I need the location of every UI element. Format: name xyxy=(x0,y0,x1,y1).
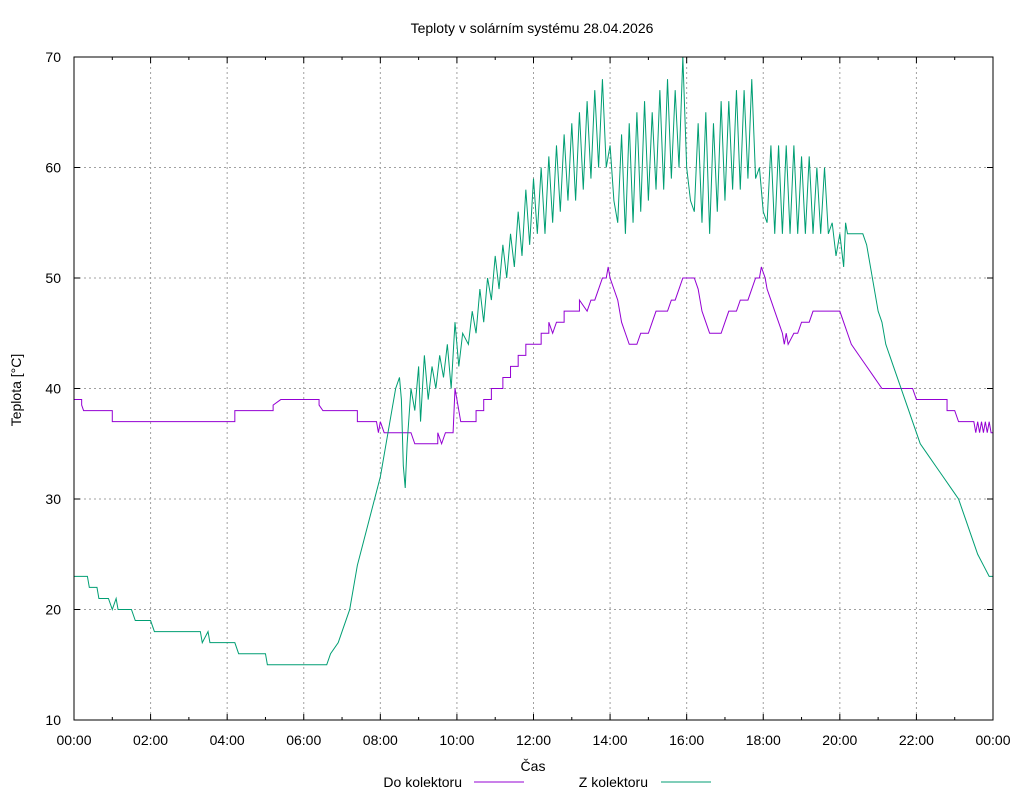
x-tick-label: 00:00 xyxy=(56,732,91,748)
x-tick-label: 16:00 xyxy=(669,732,704,748)
y-tick-label: 70 xyxy=(45,49,61,65)
y-tick-label: 50 xyxy=(45,270,61,286)
y-tick-label: 60 xyxy=(45,160,61,176)
series-group xyxy=(74,56,993,666)
chart-title: Teploty v solárním systému 28.04.2026 xyxy=(411,20,654,36)
legend-label: Z kolektoru xyxy=(579,774,648,790)
x-tick-label: 02:00 xyxy=(133,732,168,748)
legend-label: Do kolektoru xyxy=(383,774,462,790)
x-tick-label: 10:00 xyxy=(439,732,474,748)
y-tick-label: 20 xyxy=(45,602,61,618)
x-tick-label: 22:00 xyxy=(899,732,934,748)
y-tick-label: 10 xyxy=(45,712,61,728)
plot-frame xyxy=(73,56,994,721)
y-tick-label: 40 xyxy=(45,381,61,397)
grid xyxy=(74,57,993,720)
x-tick-label: 18:00 xyxy=(746,732,781,748)
legend: Do kolektoru Z kolektoru xyxy=(383,774,711,790)
x-axis-ticks: 00:00 02:00 04:00 06:00 08:00 10:00 12:00 14:00… xyxy=(56,57,1011,748)
x-tick-label: 14:00 xyxy=(593,732,628,748)
y-axis-label: Teplota [°C] xyxy=(8,354,24,427)
x-tick-label: 08:00 xyxy=(363,732,398,748)
x-tick-label: 00:00 xyxy=(975,732,1010,748)
series-line-z-kolektoru xyxy=(74,56,993,666)
x-tick-label: 06:00 xyxy=(286,732,321,748)
x-tick-label: 12:00 xyxy=(516,732,551,748)
y-axis-ticks: 10 20 30 40 50 60 70 xyxy=(45,49,993,728)
x-tick-label: 04:00 xyxy=(210,732,245,748)
x-axis-label: Čas xyxy=(521,758,546,774)
x-tick-label: 20:00 xyxy=(822,732,857,748)
series-line-do-kolektoru xyxy=(74,266,993,446)
y-tick-label: 30 xyxy=(45,491,61,507)
